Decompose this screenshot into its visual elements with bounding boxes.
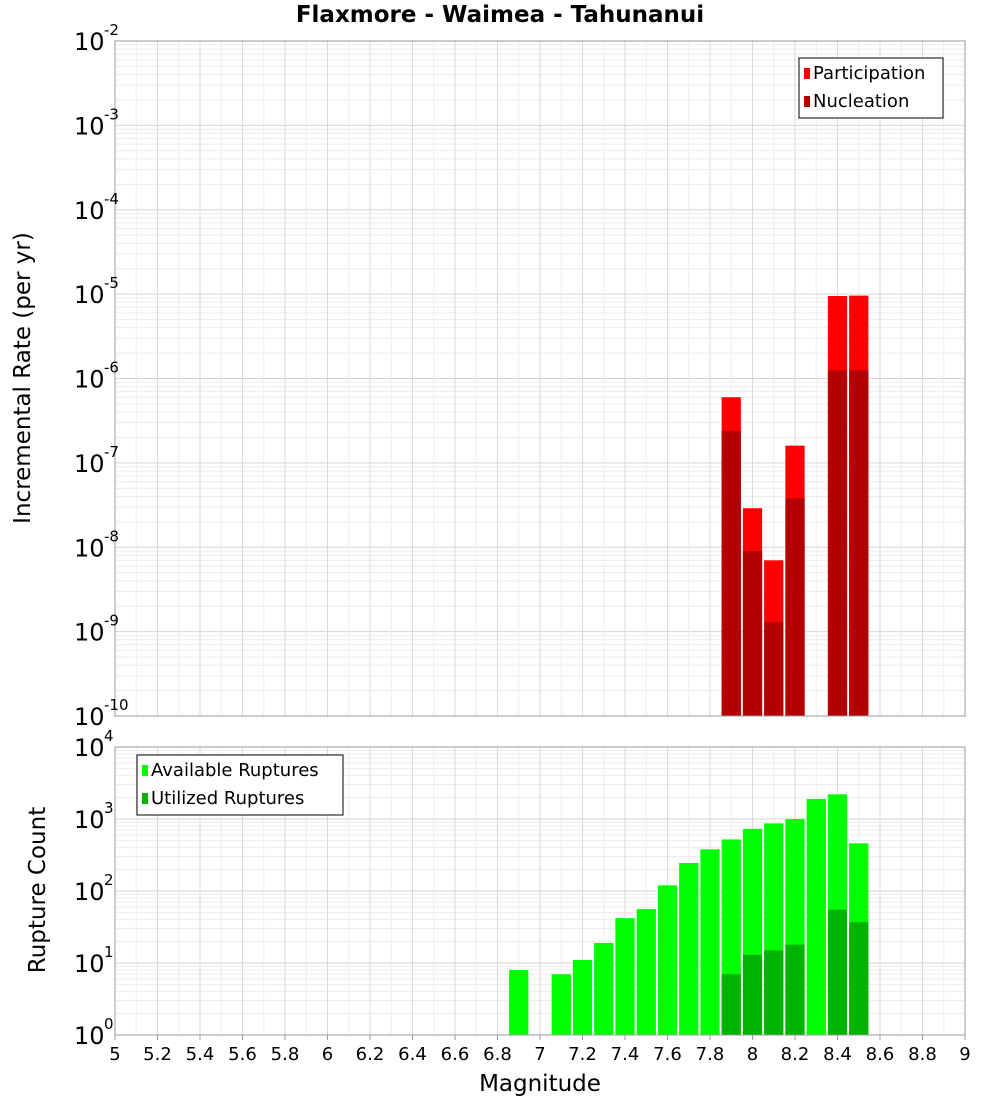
x-axis-label: Magnitude bbox=[479, 1071, 601, 1097]
y-tick-exponent: 4 bbox=[104, 727, 114, 745]
legend: Available Ruptures Utilized Ruptures bbox=[136, 754, 344, 816]
y-tick-exponent: 3 bbox=[104, 799, 114, 817]
y-tick-label: 10 bbox=[74, 281, 105, 309]
y-tick-label: 10 bbox=[74, 878, 105, 906]
y-tick-label: 10 bbox=[74, 806, 105, 834]
legend-label: Available Ruptures bbox=[151, 760, 319, 781]
bar-overlay-nucleation bbox=[785, 498, 805, 716]
y-tick-label: 10 bbox=[74, 366, 105, 394]
bar-overlay-utilized-ruptures bbox=[764, 950, 784, 1035]
x-tick-label: 5.2 bbox=[143, 1044, 172, 1065]
y-tick-label: 10 bbox=[74, 1022, 105, 1050]
y-tick-label: 10 bbox=[74, 703, 105, 731]
x-tick-label: 8.2 bbox=[781, 1044, 810, 1065]
x-tick-label: 7.4 bbox=[611, 1044, 640, 1065]
y-tick-label: 10 bbox=[74, 112, 105, 140]
y-tick-exponent: -7 bbox=[104, 443, 119, 461]
bar-available-ruptures bbox=[572, 960, 593, 1035]
x-tick-label: 8.4 bbox=[823, 1044, 852, 1065]
y-tick-exponent: 1 bbox=[104, 943, 114, 961]
x-tick-label: 8.6 bbox=[866, 1044, 895, 1065]
y-tick-exponent: -3 bbox=[104, 105, 119, 123]
magnitude-axis: 5 5.2 5.4 5.6 5.8 6 6.2 6.4 6.6 6.8 7 7.2 7.4 7.6 7.8 8… bbox=[109, 1035, 971, 1065]
bottom-y-axis-label: Rupture Count bbox=[25, 807, 51, 973]
x-tick-label: 5 bbox=[109, 1044, 120, 1065]
y-tick-exponent: -6 bbox=[104, 359, 119, 377]
y-tick-label: 10 bbox=[74, 619, 105, 647]
x-tick-label: 8 bbox=[747, 1044, 758, 1065]
bar-available-ruptures bbox=[636, 909, 656, 1035]
x-tick-label: 8.8 bbox=[908, 1044, 937, 1065]
chart-title: Flaxmore - Waimea - Tahunanui bbox=[295, 2, 705, 28]
x-tick-label: 9 bbox=[959, 1044, 970, 1065]
y-tick-exponent: 0 bbox=[104, 1015, 114, 1033]
y-tick-label: 10 bbox=[74, 197, 105, 225]
bar-overlay-nucleation bbox=[742, 551, 763, 716]
y-tick-exponent: -2 bbox=[104, 21, 119, 39]
x-tick-label: 5.8 bbox=[271, 1044, 300, 1065]
bar-available-ruptures bbox=[657, 885, 678, 1035]
bar-overlay-utilized-ruptures bbox=[827, 909, 848, 1035]
x-tick-label: 6.6 bbox=[441, 1044, 470, 1065]
x-tick-label: 5.6 bbox=[228, 1044, 257, 1065]
legend-swatch bbox=[142, 765, 148, 776]
rate-plot: 10-210-310-410-510-610-710-810-910 -10Par… bbox=[74, 21, 966, 731]
x-tick-label: 6.8 bbox=[483, 1044, 512, 1065]
bar-overlay-utilized-ruptures bbox=[849, 922, 869, 1035]
bar-available-ruptures bbox=[806, 798, 826, 1035]
bar-overlay-nucleation bbox=[721, 430, 741, 716]
legend-swatch bbox=[804, 96, 810, 107]
bar-available-ruptures bbox=[551, 974, 571, 1035]
bar-overlay-utilized-ruptures bbox=[785, 944, 805, 1035]
top-y-axis-label: Incremental Rate (per yr) bbox=[10, 232, 36, 524]
legend-label: Utilized Ruptures bbox=[151, 788, 304, 809]
x-tick-label: 7.6 bbox=[653, 1044, 682, 1065]
bar-available-ruptures bbox=[700, 849, 720, 1035]
y-tick-label: 10 bbox=[74, 534, 105, 562]
bar-available-ruptures bbox=[594, 942, 614, 1035]
legend-box bbox=[798, 57, 944, 119]
x-tick-label: 6.2 bbox=[356, 1044, 385, 1065]
x-tick-label: 7.2 bbox=[568, 1044, 597, 1065]
x-tick-label: 7.8 bbox=[696, 1044, 725, 1065]
bar-overlay-nucleation bbox=[827, 370, 848, 716]
y-tick-exponent: 2 bbox=[104, 871, 114, 889]
bar-available-ruptures bbox=[615, 918, 635, 1035]
y-tick-label: 10 bbox=[74, 950, 105, 978]
x-tick-label: 5.4 bbox=[186, 1044, 215, 1065]
legend: Participation Nucleation bbox=[798, 57, 944, 119]
x-tick-label: 7 bbox=[534, 1044, 545, 1065]
y-tick-exponent: -8 bbox=[104, 527, 119, 545]
y-tick-exponent: -4 bbox=[104, 190, 119, 208]
x-tick-label: 6 bbox=[322, 1044, 333, 1065]
y-tick-label: 10 bbox=[74, 734, 105, 762]
legend-swatch bbox=[804, 68, 810, 79]
y-tick-label: 10 bbox=[74, 28, 105, 56]
legend-swatch bbox=[142, 793, 148, 804]
bar-overlay-utilized-ruptures bbox=[721, 974, 741, 1035]
legend-label: Nucleation bbox=[813, 91, 909, 112]
y-tick-exponent: -9 bbox=[104, 612, 119, 630]
y-tick-exponent: -10 bbox=[104, 696, 129, 714]
y-tick-exponent: -5 bbox=[104, 274, 119, 292]
y-tick-label: 10 bbox=[74, 450, 105, 478]
plot-frame bbox=[114, 40, 966, 717]
bar-overlay-utilized-ruptures bbox=[742, 954, 763, 1035]
legend-label: Participation bbox=[813, 63, 925, 84]
bar-overlay-nucleation bbox=[849, 370, 869, 716]
x-tick-label: 6.4 bbox=[398, 1044, 427, 1065]
bar-available-ruptures bbox=[679, 862, 699, 1035]
legend-box bbox=[136, 754, 344, 816]
bar-available-ruptures bbox=[509, 969, 529, 1035]
bar-overlay-nucleation bbox=[764, 622, 784, 716]
